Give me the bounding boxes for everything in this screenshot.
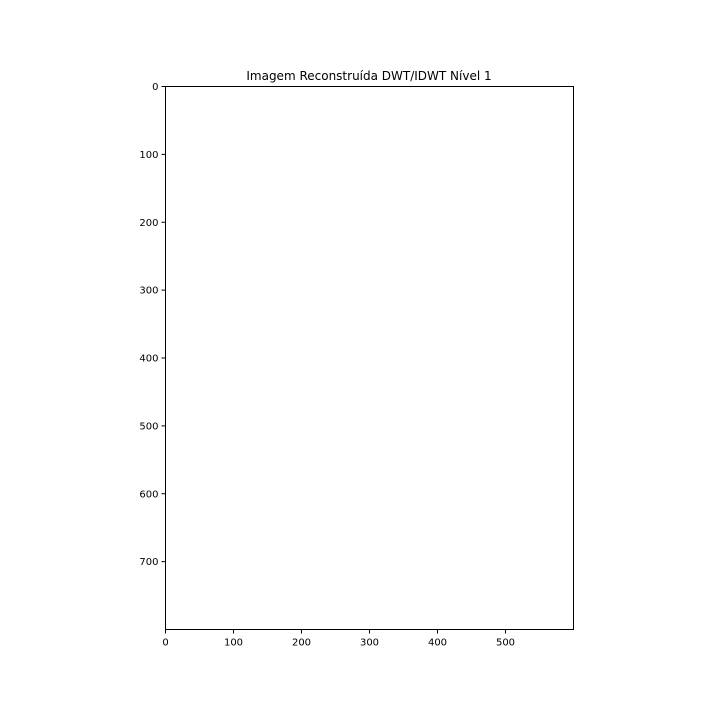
x-tick-label: 400 (428, 638, 447, 649)
chart-title: Imagem Reconstruída DWT/IDWT Nível 1 (246, 69, 491, 83)
y-tick-label: 400 (139, 354, 158, 365)
y-tick-label: 200 (139, 218, 158, 229)
x-tick-label: 100 (224, 638, 243, 649)
y-tick-label: 0 (152, 82, 158, 93)
x-tick-label: 200 (292, 638, 311, 649)
reconstructed-image (165, 86, 574, 630)
axes-frame (165, 86, 574, 630)
x-tick-label: 500 (496, 638, 515, 649)
y-tick-label: 300 (139, 286, 158, 297)
y-tick-label: 500 (139, 421, 158, 432)
y-tick-label: 700 (139, 557, 158, 568)
y-axis: 0 100 200 300 400 500 600 700 (139, 82, 166, 568)
plot-area: 0 100 200 300 400 500 0 100 200 300 400 500 600 700 (139, 82, 574, 649)
x-axis: 0 100 200 300 400 500 (162, 629, 515, 649)
x-tick-label: 0 (162, 638, 168, 649)
x-tick-label: 300 (360, 638, 379, 649)
y-tick-label: 100 (139, 150, 158, 161)
y-tick-label: 600 (139, 489, 158, 500)
